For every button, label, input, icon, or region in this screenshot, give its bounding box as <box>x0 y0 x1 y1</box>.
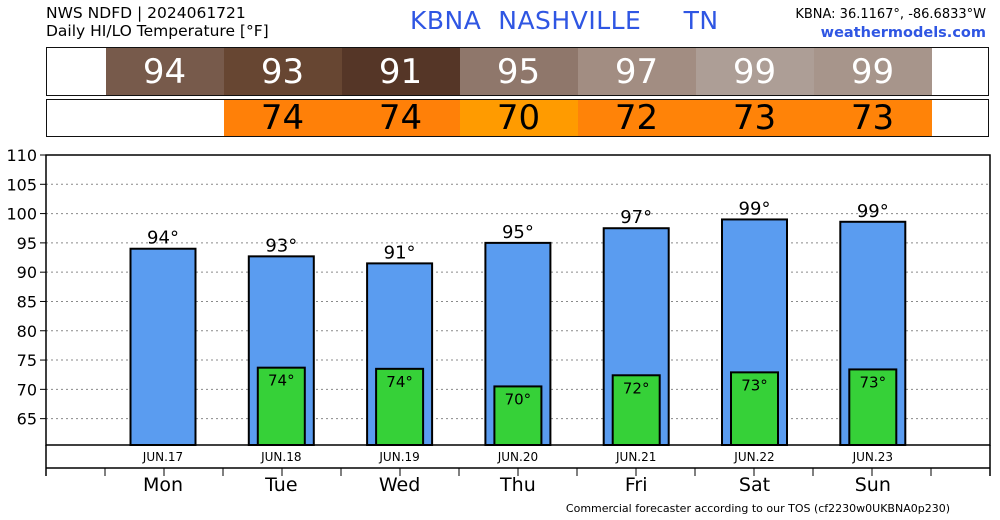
low-bar <box>611 374 661 447</box>
low-bar <box>256 366 306 446</box>
date-label: JUN.22 <box>733 450 774 464</box>
date-label: JUN.21 <box>615 450 656 464</box>
day-label: Tue <box>264 474 297 496</box>
low-bar <box>848 368 898 447</box>
y-tick-label: 110 <box>6 146 37 165</box>
high-temperature-strip: 94 93 91 95 97 99 99 <box>46 47 989 96</box>
high-temp-cell: 99 <box>695 48 814 95</box>
y-tick-label: 80 <box>17 322 37 341</box>
low-temp-cell <box>105 100 224 136</box>
low-temp-cell: 74 <box>341 98 460 138</box>
y-tick-label: 90 <box>17 263 37 282</box>
date-label: JUN.19 <box>378 450 419 464</box>
day-label: Sun <box>855 474 891 496</box>
y-tick-label: 100 <box>6 205 37 224</box>
y-tick-label: 70 <box>17 380 37 399</box>
high-temp-cell: 93 <box>223 48 342 95</box>
low-bar-label: 74° <box>268 372 295 390</box>
day-label: Sat <box>739 474 770 496</box>
model-run-label: NWS NDFD | 2024061721 <box>46 4 246 22</box>
high-bar-label: 95° <box>502 222 534 243</box>
high-bar-label: 99° <box>739 198 771 219</box>
low-bar-label: 70° <box>505 390 532 408</box>
site-link[interactable]: weathermodels.com <box>820 25 986 41</box>
low-bar-label: 74° <box>386 373 413 391</box>
low-temp-cell: 73 <box>813 98 932 138</box>
high-temp-cell: 94 <box>105 48 224 95</box>
low-bar-label: 73° <box>860 373 887 391</box>
high-temp-cell: 91 <box>341 48 460 95</box>
high-bar-label: 99° <box>857 201 889 222</box>
low-bar <box>493 385 543 447</box>
station-title: KBNA NASHVILLE TN <box>410 6 719 35</box>
day-label: Wed <box>379 474 420 496</box>
low-bar <box>375 367 425 446</box>
high-bar-label: 94° <box>147 228 179 249</box>
low-bar-label: 73° <box>741 376 768 394</box>
header-right: KBNA: 36.1167°, -86.6833°W weathermodels… <box>795 6 986 42</box>
day-label: Mon <box>143 474 183 496</box>
date-label: JUN.17 <box>142 450 183 464</box>
day-label: Thu <box>499 474 536 496</box>
y-tick-label: 75 <box>17 351 37 370</box>
low-bar-label: 72° <box>623 379 650 397</box>
high-bar <box>129 247 197 446</box>
low-bar <box>730 371 779 447</box>
day-label: Fri <box>625 474 648 496</box>
high-temp-cell: 97 <box>577 48 696 95</box>
high-bar-label: 93° <box>265 235 297 256</box>
station-coords: KBNA: 36.1167°, -86.6833°W <box>795 7 986 22</box>
date-label: JUN.18 <box>260 450 301 464</box>
high-temp-cell: 95 <box>459 48 578 95</box>
y-tick-label: 65 <box>17 410 37 429</box>
product-label: Daily HI/LO Temperature [°F] <box>46 22 269 40</box>
high-bar-label: 91° <box>384 242 416 263</box>
low-temperature-strip: 74 74 70 72 73 73 <box>46 98 989 138</box>
header-info: NWS NDFD | 2024061721 Daily HI/LO Temper… <box>46 4 269 40</box>
footer-note: Commercial forecaster according to our T… <box>565 502 950 515</box>
low-temp-cell: 73 <box>695 98 814 138</box>
low-temp-cell: 72 <box>577 98 696 138</box>
high-temp-cell: 99 <box>813 48 932 95</box>
low-temp-cell: 74 <box>223 98 342 138</box>
high-bar-label: 97° <box>620 207 652 228</box>
date-label: JUN.20 <box>497 450 538 464</box>
y-tick-label: 105 <box>6 175 37 194</box>
date-label: JUN.23 <box>852 450 893 464</box>
y-tick-label: 95 <box>17 234 37 253</box>
y-tick-label: 85 <box>17 292 37 311</box>
low-temp-cell: 70 <box>459 98 578 138</box>
